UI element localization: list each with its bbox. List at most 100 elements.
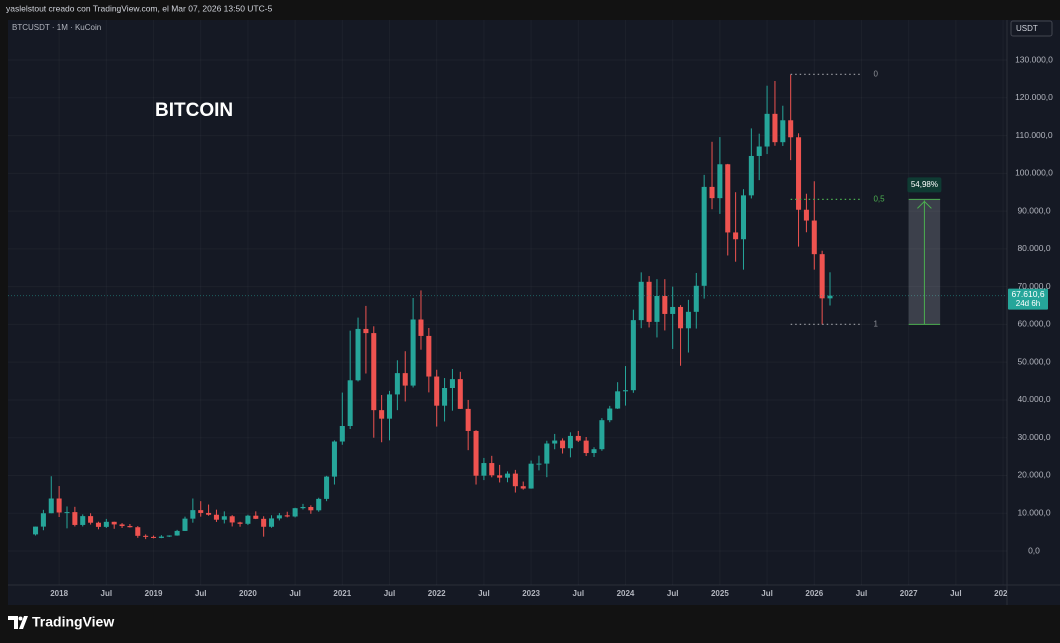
y-tick-label: 0,0: [1028, 545, 1040, 555]
candle-body: [119, 524, 125, 527]
candle-body: [544, 443, 550, 464]
x-tick-label: 2018: [50, 589, 68, 598]
candles: [33, 74, 833, 540]
y-tick-label: 70.000,0: [1017, 281, 1050, 291]
x-tick-label: Jul: [384, 589, 396, 598]
chart-panel: [8, 20, 1060, 605]
x-tick-label: Jul: [101, 589, 113, 598]
candle-body: [316, 498, 322, 511]
candle-body: [725, 164, 731, 233]
candle-body: [803, 209, 809, 221]
candle-body: [48, 498, 54, 514]
annotation: BITCOIN: [155, 100, 233, 121]
candle-body: [347, 380, 353, 426]
measure-arrowhead: [917, 200, 932, 209]
candle-body: [575, 435, 581, 441]
candle-body: [253, 515, 259, 519]
candle-body: [646, 281, 652, 322]
candle-body: [206, 512, 212, 515]
candle-body: [261, 518, 267, 527]
candle-body: [386, 394, 393, 419]
x-tick-label: Jul: [573, 589, 585, 598]
currency-label[interactable]: USDT: [1016, 24, 1038, 33]
candle-body: [127, 526, 133, 528]
candle-body: [237, 522, 243, 524]
candle-body: [166, 535, 172, 537]
candle-body: [489, 463, 495, 476]
candle-body: [756, 146, 762, 156]
x-tick-label: 2020: [239, 589, 257, 598]
candle-body: [772, 113, 778, 143]
candle-body: [111, 521, 117, 525]
candle-body: [190, 510, 196, 519]
candle-body: [473, 430, 479, 476]
credit: yaslelstout creado con TradingView.com, …: [6, 3, 273, 13]
candle-body: [457, 379, 463, 409]
x-tick-label: 2026: [805, 589, 823, 598]
x-tick-label: Jul: [478, 589, 490, 598]
candle-body: [363, 328, 369, 334]
candle-body: [607, 408, 613, 421]
candle-body: [788, 120, 794, 138]
fib-label: 0: [873, 69, 878, 78]
currency-button[interactable]: [1010, 20, 1053, 37]
x-tick-label: 2021: [333, 589, 351, 598]
candle-body: [796, 137, 802, 210]
candle-body: [33, 526, 39, 535]
x-tick-label: Jul: [667, 589, 679, 598]
candle-body: [685, 311, 691, 329]
candle-body: [748, 155, 754, 196]
y-tick-label: 80.000,0: [1017, 243, 1050, 253]
x-axis: 2018 Jul 2019 Jul 2020 Jul 2021 Jul 2022 Jul 2023 J…: [50, 589, 1007, 598]
candle-body: [198, 510, 204, 513]
candle-body: [591, 449, 597, 454]
candle-body: [599, 420, 605, 450]
candle-body: [355, 328, 361, 381]
candle-body: [158, 536, 164, 538]
y-tick-label: 40.000,0: [1017, 394, 1050, 404]
candle-body: [292, 508, 298, 517]
y-tick-label: 60.000,0: [1017, 319, 1050, 329]
candle-body: [245, 515, 251, 524]
y-tick-label: 30.000,0: [1017, 432, 1050, 442]
x-tick-label: Jul: [950, 589, 962, 598]
candle-body: [72, 512, 78, 525]
candle-body: [701, 186, 707, 286]
candle-body: [80, 516, 86, 525]
candle-body: [379, 410, 385, 419]
candle-body: [449, 379, 455, 389]
candle-body: [442, 388, 448, 406]
x-tick-label: 2024: [617, 589, 635, 598]
candle-body: [143, 535, 149, 537]
candle-body: [630, 320, 636, 391]
y-tick-label: 90.000,0: [1017, 205, 1050, 215]
candle-body: [64, 512, 70, 514]
x-tick-label: 2027: [900, 589, 918, 598]
candle-body: [182, 518, 188, 531]
y-tick-label: 120.000,0: [1015, 92, 1053, 102]
candle-body: [229, 516, 235, 523]
last-price-label: 67.610,6: [1011, 289, 1044, 299]
candle-body: [394, 373, 400, 395]
candle-body: [88, 516, 94, 523]
y-tick-label: 10.000,0: [1017, 507, 1050, 517]
candle-body: [465, 408, 471, 431]
measure-tag: [907, 177, 942, 193]
candle-body: [300, 507, 306, 509]
fib-label: 0,5: [873, 195, 885, 204]
candle-body: [103, 521, 109, 527]
last-price-tag: [1008, 288, 1048, 310]
y-tick-label: 50.000,0: [1017, 356, 1050, 366]
candle-body: [324, 476, 330, 499]
candle-body: [308, 507, 314, 511]
y-tick-label: 130.000,0: [1015, 54, 1053, 64]
candle-body: [678, 306, 684, 329]
candle-body: [536, 463, 542, 465]
candle-body: [221, 516, 227, 520]
candle-body: [819, 254, 825, 299]
candle-body: [693, 285, 699, 312]
candle-body: [654, 296, 660, 322]
candle-body: [567, 435, 573, 449]
candle-body: [276, 515, 282, 519]
candle-body: [213, 514, 219, 520]
